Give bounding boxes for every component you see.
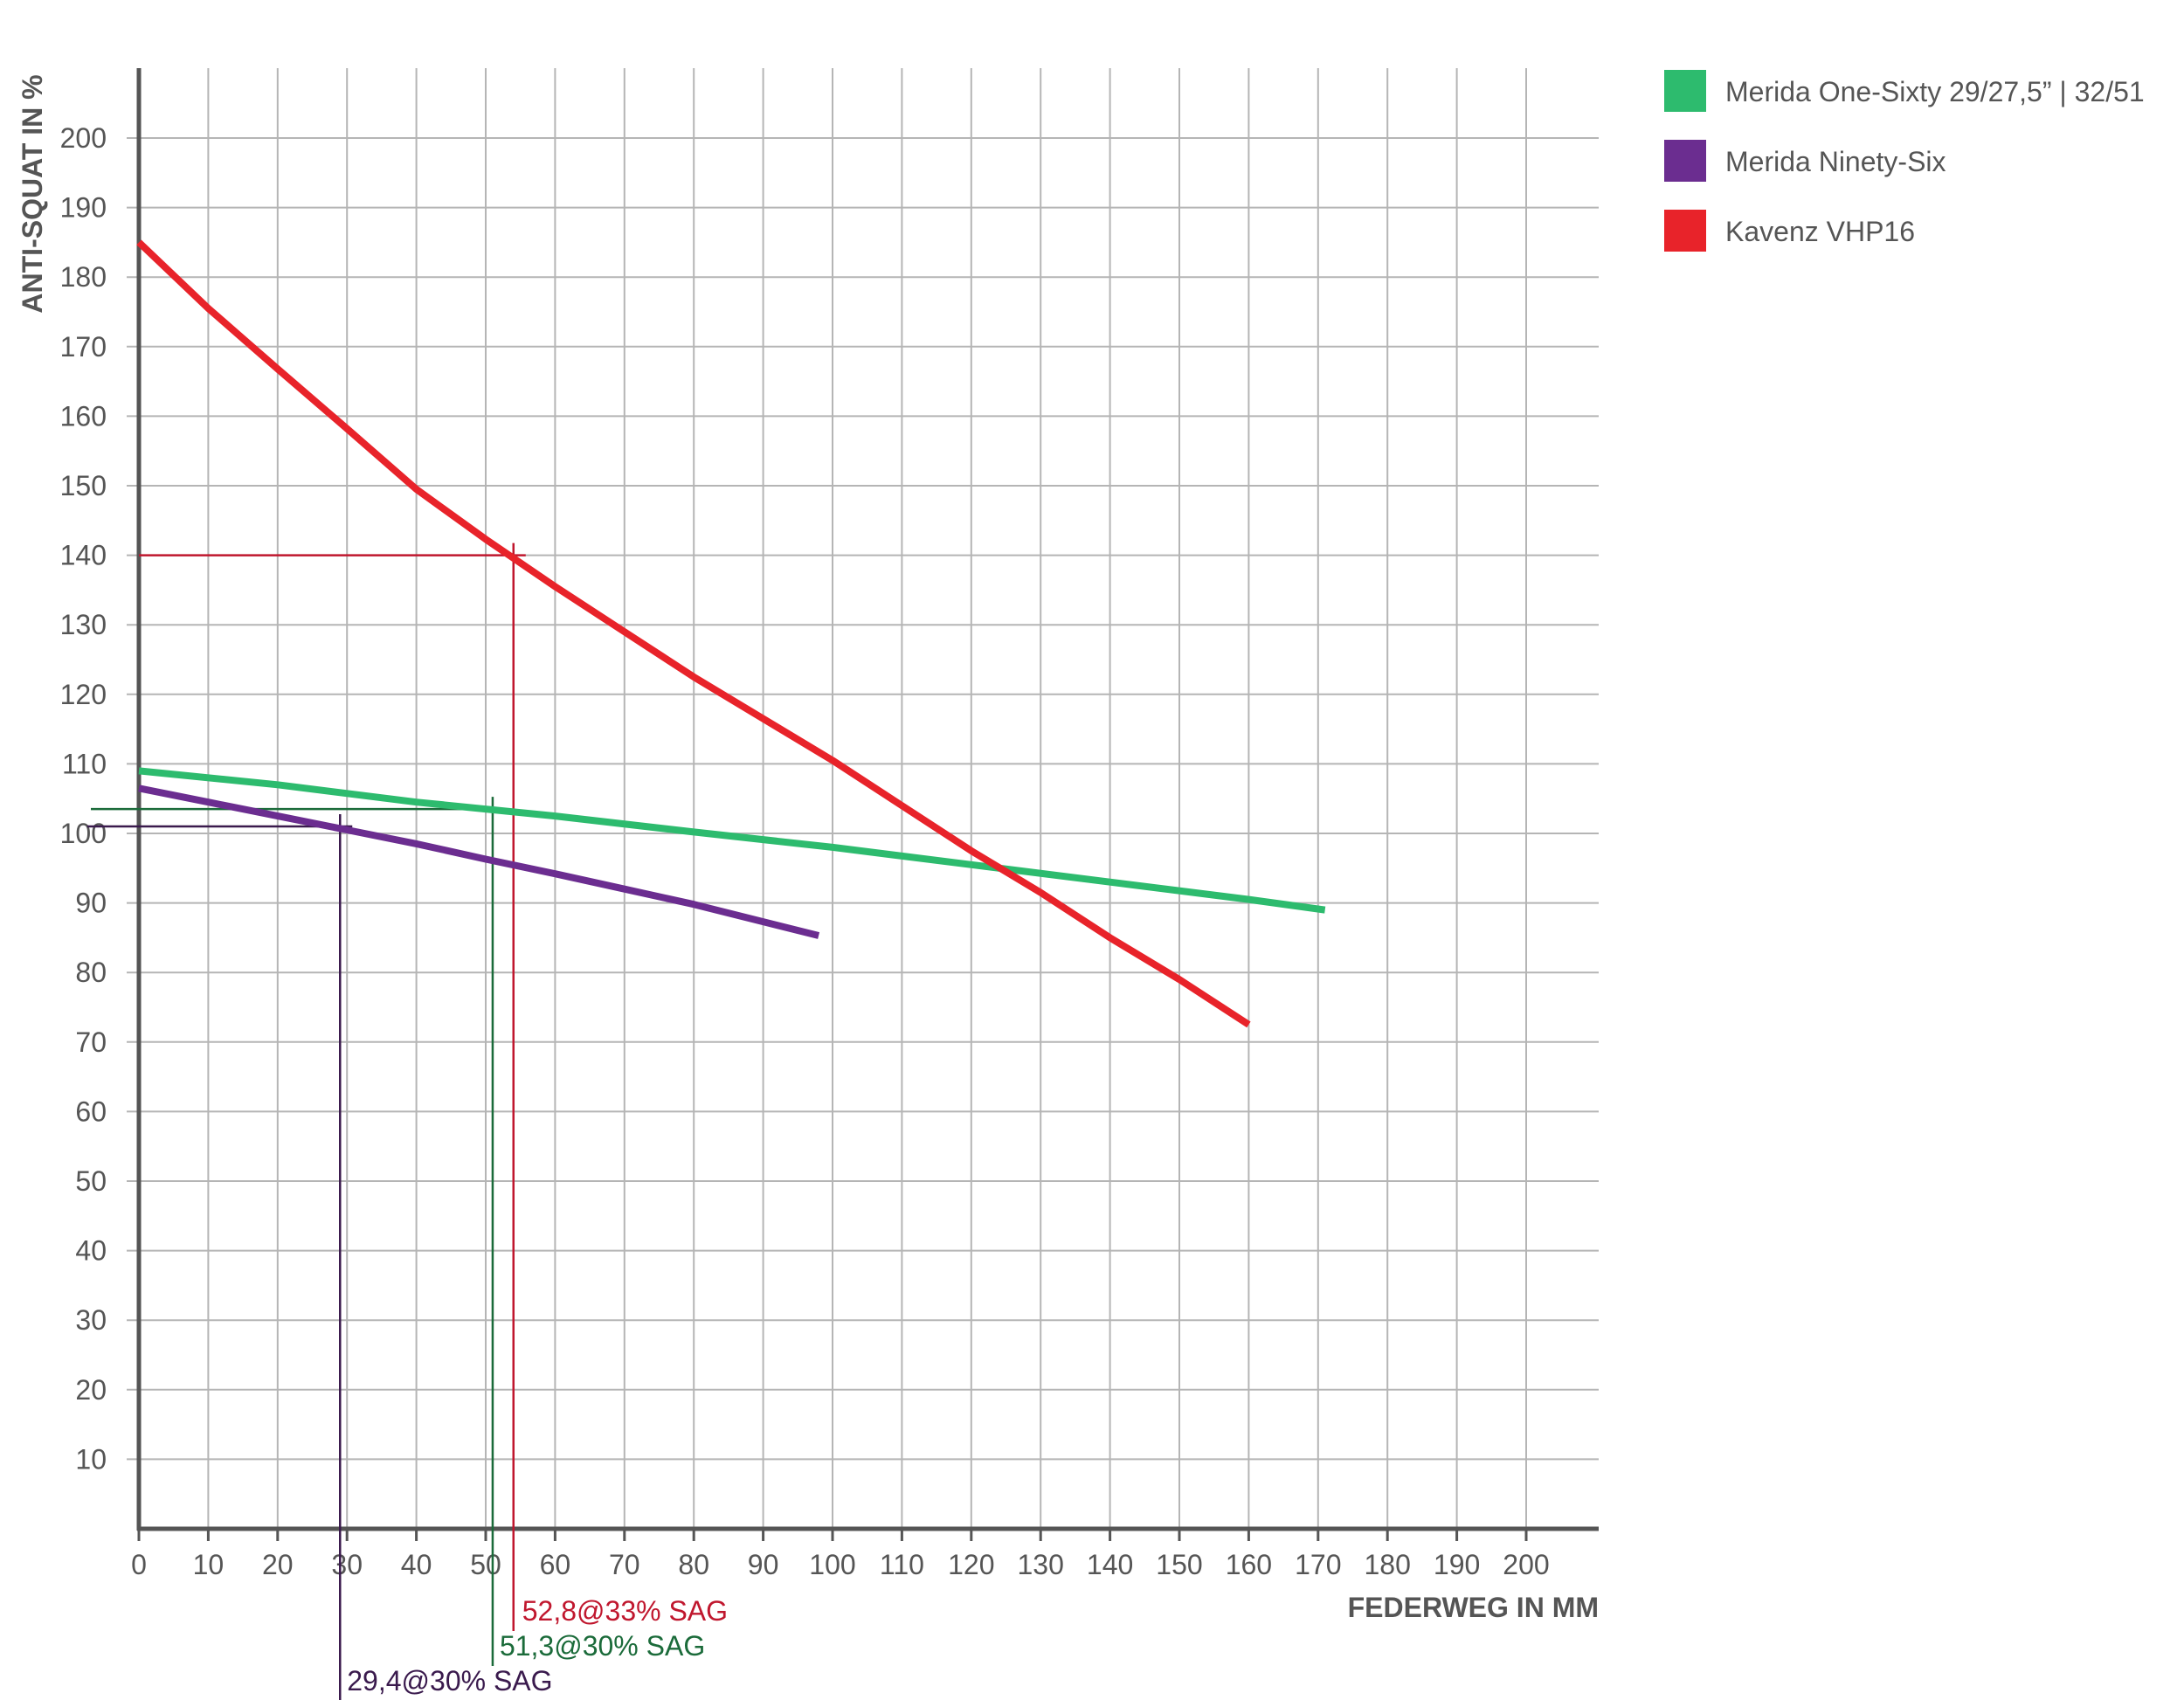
legend-swatch	[1664, 70, 1706, 112]
y-axis-title: ANTI-SQUAT IN %	[17, 74, 48, 313]
y-tick-label: 160	[60, 400, 107, 432]
sag-marker-lines	[87, 543, 526, 1700]
y-tick-label: 60	[75, 1095, 107, 1127]
series-line-1	[138, 767, 1326, 914]
y-tick-labels: 10 20 30 40 50 60 70 80 90 100 110 120 130 140 150 160 1…	[60, 122, 107, 1475]
legend: Merida One-Sixty 29/27,5” | 32/51 Merida …	[1664, 70, 2145, 252]
x-tick-labels: 0 10 20 30 40 50 60 70 80 90 100 110 120 130 140 150 160…	[131, 1549, 1550, 1580]
y-tick-label: 140	[60, 540, 107, 571]
y-tick-label: 190	[60, 192, 107, 224]
legend-label: Kavenz VHP16	[1725, 216, 1915, 247]
x-tick-label: 50	[470, 1549, 501, 1580]
x-tick-label: 40	[401, 1549, 432, 1580]
legend-swatch	[1664, 210, 1706, 252]
y-tick-label: 100	[60, 818, 107, 849]
axes	[136, 68, 1599, 1541]
y-tick-label: 50	[75, 1165, 107, 1197]
x-tick-label: 160	[1226, 1549, 1272, 1580]
x-tick-label: 130	[1018, 1549, 1064, 1580]
x-tick-label: 20	[262, 1549, 294, 1580]
y-tick-label: 70	[75, 1026, 107, 1058]
y-tick-label: 90	[75, 888, 107, 919]
y-tick-label: 20	[75, 1374, 107, 1406]
x-tick-label: 120	[948, 1549, 994, 1580]
sag-label: 29,4@30% SAG	[347, 1665, 552, 1697]
x-tick-label: 80	[678, 1549, 709, 1580]
y-tick-label: 120	[60, 679, 107, 710]
x-tick-label: 100	[809, 1549, 855, 1580]
x-tick-label: 200	[1503, 1549, 1549, 1580]
y-tick-label: 180	[60, 261, 107, 293]
x-tick-label: 0	[131, 1549, 147, 1580]
x-tick-label: 170	[1295, 1549, 1341, 1580]
x-tick-label: 60	[540, 1549, 571, 1580]
x-tick-label: 30	[331, 1549, 363, 1580]
y-tick-label: 30	[75, 1304, 107, 1336]
sag-label: 52,8@33% SAG	[522, 1595, 728, 1627]
y-tick-label: 150	[60, 470, 107, 501]
grid	[127, 68, 1599, 1529]
series-line-2	[138, 784, 820, 939]
sag-label: 51,3@30% SAG	[500, 1630, 705, 1662]
y-tick-label: 170	[60, 331, 107, 363]
y-tick-label: 110	[62, 748, 107, 779]
x-tick-label: 90	[748, 1549, 779, 1580]
y-tick-label: 130	[60, 609, 107, 640]
y-tick-label: 10	[75, 1443, 107, 1475]
x-tick-label: 110	[880, 1549, 924, 1580]
y-tick-label: 80	[75, 957, 107, 988]
series-line-3	[136, 239, 1251, 1028]
x-tick-label: 190	[1434, 1549, 1480, 1580]
legend-swatch	[1664, 140, 1706, 182]
x-tick-label: 150	[1156, 1549, 1202, 1580]
x-tick-label: 180	[1365, 1549, 1411, 1580]
legend-label: Merida One-Sixty 29/27,5” | 32/51	[1725, 76, 2145, 107]
y-tick-label: 40	[75, 1235, 107, 1267]
legend-label: Merida Ninety-Six	[1725, 146, 1946, 177]
x-tick-label: 70	[609, 1549, 640, 1580]
x-tick-label: 140	[1087, 1549, 1133, 1580]
x-tick-label: 10	[193, 1549, 225, 1580]
series-lines	[136, 239, 1326, 1028]
x-axis-title: FEDERWEG IN MM	[1348, 1592, 1599, 1623]
y-tick-label: 200	[60, 122, 107, 154]
